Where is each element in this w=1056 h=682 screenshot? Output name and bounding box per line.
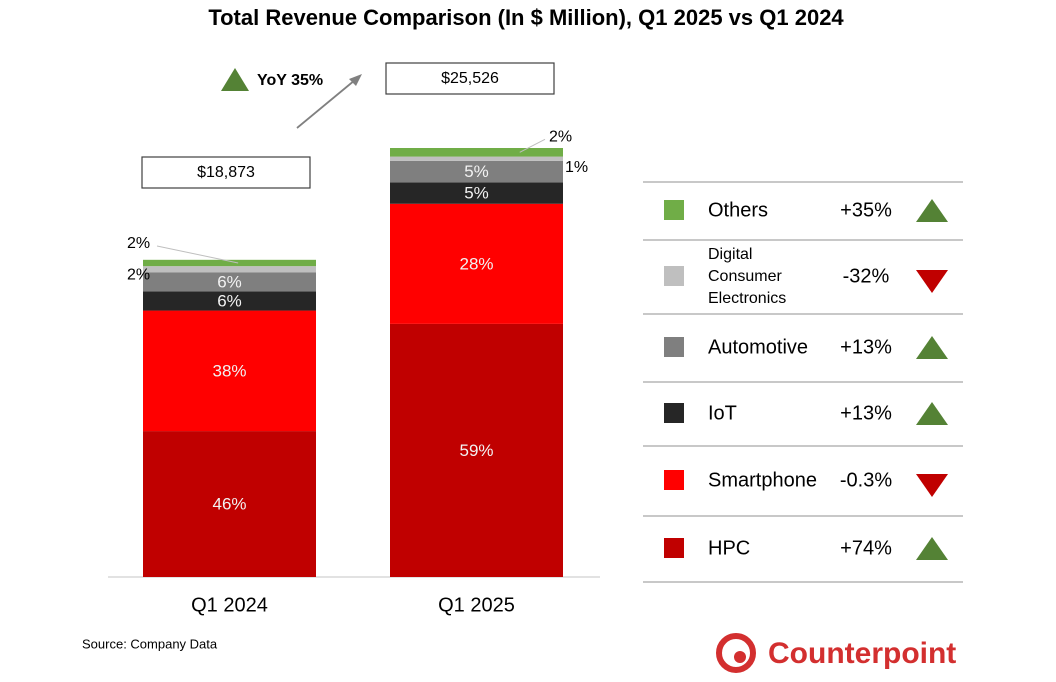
bar-segment <box>143 266 316 273</box>
yoy-arrow <box>296 79 356 129</box>
segment-label: 28% <box>459 254 493 273</box>
bar-segment <box>143 291 316 311</box>
yoy-triangle <box>221 68 249 91</box>
bar-segment <box>143 431 316 577</box>
total-label: $25,526 <box>441 70 499 87</box>
change-triangle <box>916 336 948 359</box>
segment-label: 59% <box>459 441 493 460</box>
legend-change: -32% <box>843 265 890 287</box>
legend-swatch <box>664 200 684 220</box>
legend-change: +35% <box>840 199 892 221</box>
logo-dot <box>734 651 746 663</box>
bar-segment <box>390 148 563 157</box>
legend-label: Smartphone <box>708 469 817 491</box>
legend-label: IoT <box>708 402 737 424</box>
segment-label: 5% <box>464 162 489 181</box>
segment-label: 6% <box>217 273 242 292</box>
total-box <box>141 156 311 189</box>
bar-segment <box>143 310 316 432</box>
legend-change: +13% <box>840 402 892 424</box>
logo-ring <box>716 633 756 673</box>
leader-line <box>519 138 546 153</box>
legend-swatch <box>664 266 684 286</box>
legend-swatch <box>664 538 684 558</box>
legend-swatch <box>664 470 684 490</box>
x-tick-label: Q1 2024 <box>191 594 268 616</box>
yoy-arrowhead <box>349 74 362 86</box>
leader-line <box>156 245 239 264</box>
change-triangle <box>916 270 948 293</box>
segment-label: 46% <box>212 495 246 514</box>
legend-swatch <box>664 337 684 357</box>
segment-label: 38% <box>212 361 246 380</box>
segment-label: 6% <box>217 292 242 311</box>
total-box <box>385 62 555 95</box>
change-triangle <box>916 402 948 425</box>
legend-change: +13% <box>840 336 892 358</box>
legend-label: HPC <box>708 537 750 559</box>
change-triangle <box>916 474 948 497</box>
bar-segment <box>143 272 316 292</box>
bar-segment <box>390 156 563 161</box>
source: Source: Company Data <box>82 636 218 651</box>
segment-label: 5% <box>464 184 489 203</box>
legend-label: Digital Consumer Electronics <box>708 246 786 307</box>
yoy-label: YoY 35% <box>257 72 323 89</box>
chart-title: Total Revenue Comparison (In $ Million),… <box>208 5 844 30</box>
brand: Counterpoint <box>768 637 956 670</box>
segment-label: 2% <box>549 129 572 146</box>
x-tick-label: Q1 2025 <box>438 594 515 616</box>
legend-label: Others <box>708 199 768 221</box>
legend-change: +74% <box>840 537 892 559</box>
bar-segment <box>143 259 316 267</box>
segment-label: 1% <box>565 159 588 176</box>
bar-segment <box>390 203 563 324</box>
bar-segment <box>390 323 563 577</box>
bar-segment <box>390 160 563 183</box>
segment-label: 2% <box>127 267 150 284</box>
legend-label: Automotive <box>708 336 808 358</box>
segment-label: 2% <box>127 235 150 252</box>
bar-segment <box>390 182 563 204</box>
legend-swatch <box>664 403 684 423</box>
total-label: $18,873 <box>197 164 255 181</box>
change-triangle <box>916 537 948 560</box>
change-triangle <box>916 199 948 222</box>
legend-change: -0.3% <box>840 469 892 491</box>
